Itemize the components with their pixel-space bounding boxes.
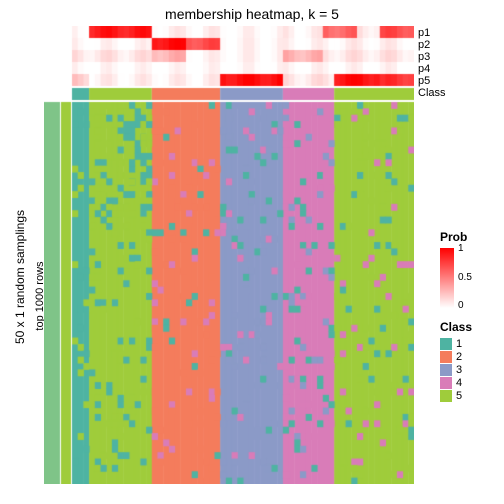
chart-title: membership heatmap, k = 5 (0, 6, 504, 22)
class-legend-title: Class (440, 320, 472, 334)
row-label-p5: p5 (418, 75, 430, 87)
row-label-p3: p3 (418, 51, 430, 63)
class-legend: Class 12345 (440, 320, 472, 403)
prob-gradient: 1 0.5 0 (440, 248, 454, 308)
class-label: 4 (456, 377, 462, 389)
heatmap-canvas (44, 26, 414, 484)
class-legend-item: 3 (440, 364, 472, 376)
class-legend-item: 4 (440, 377, 472, 389)
prob-tick-05: 0.5 (458, 272, 472, 283)
prob-legend-title: Prob (440, 230, 467, 244)
class-label: 5 (456, 390, 462, 402)
prob-legend: Prob 1 0.5 0 (440, 230, 467, 312)
class-swatch (440, 390, 452, 402)
row-label-class: Class (418, 87, 446, 99)
class-label: 2 (456, 351, 462, 363)
plot-area (44, 26, 414, 484)
class-label: 3 (456, 364, 462, 376)
row-label-p1: p1 (418, 27, 430, 39)
class-label: 1 (456, 338, 462, 350)
prob-tick-1: 1 (458, 243, 464, 254)
class-legend-item: 1 (440, 338, 472, 350)
membership-heatmap: membership heatmap, k = 5 50 x 1 random … (0, 0, 504, 504)
class-swatch (440, 377, 452, 389)
y-axis-outer-label: 50 x 1 random samplings (13, 197, 27, 357)
row-label-p4: p4 (418, 63, 430, 75)
class-legend-item: 5 (440, 390, 472, 402)
prob-tick-0: 0 (458, 300, 464, 311)
class-swatch (440, 364, 452, 376)
class-swatch (440, 351, 452, 363)
class-legend-item: 2 (440, 351, 472, 363)
class-swatch (440, 338, 452, 350)
row-label-p2: p2 (418, 39, 430, 51)
